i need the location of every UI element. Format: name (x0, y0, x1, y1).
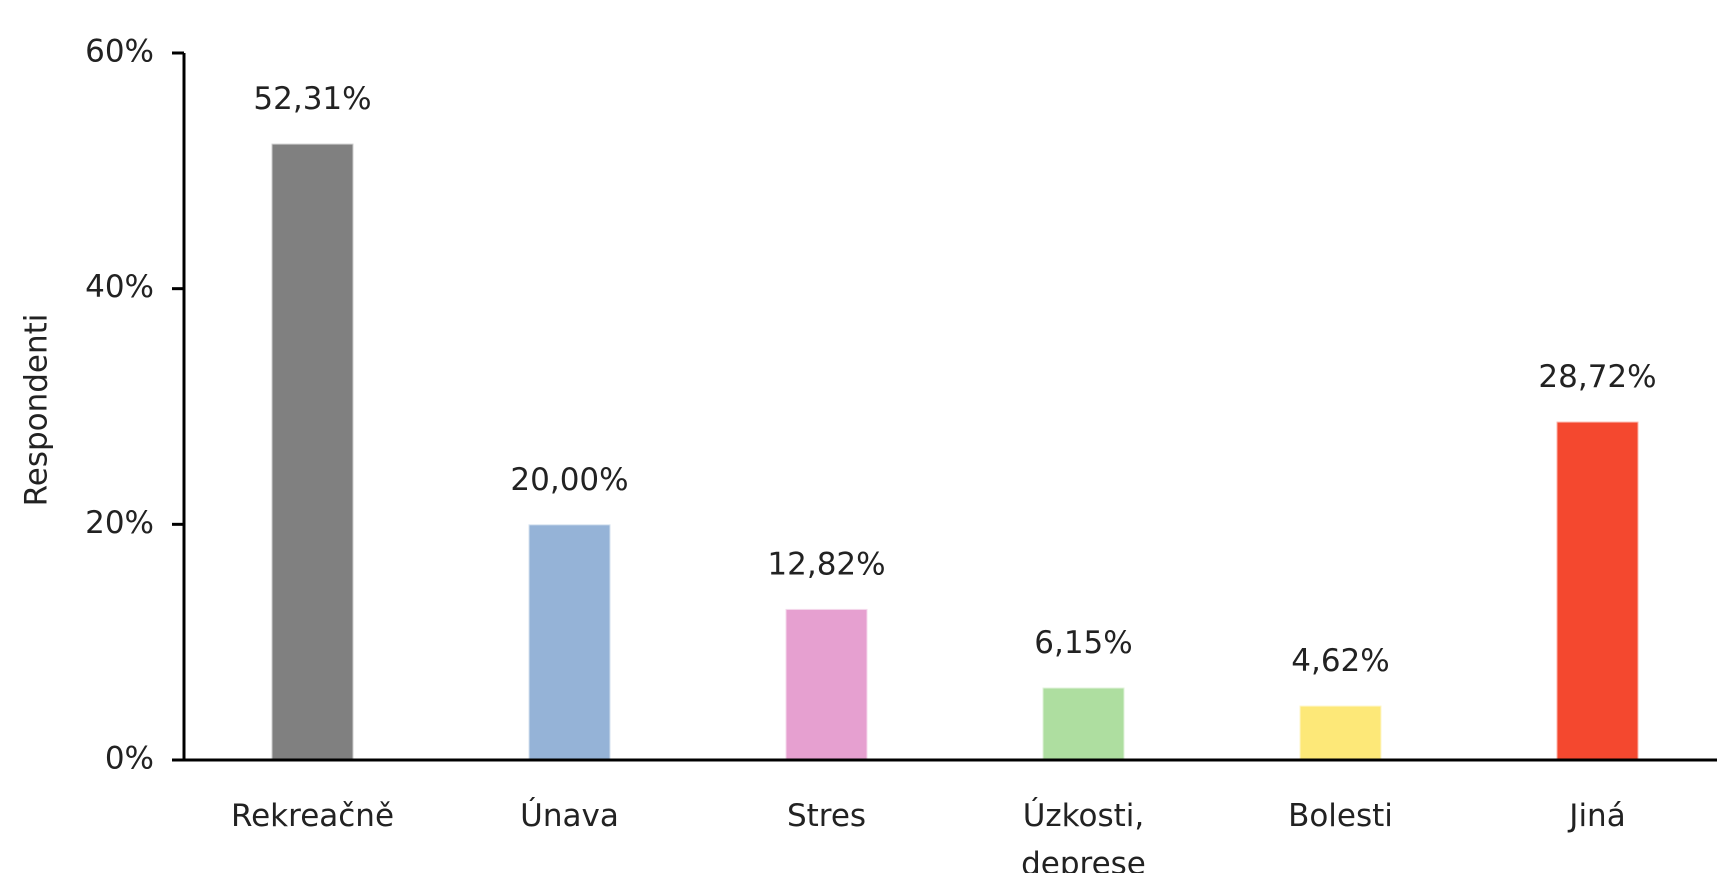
data-label: 12,82% (767, 546, 885, 582)
x-tick-label: Bolesti (1288, 798, 1393, 834)
bar (527, 523, 612, 761)
data-label: 6,15% (1034, 625, 1132, 661)
bar (1555, 420, 1640, 761)
y-tick-label: 0% (105, 741, 154, 777)
data-label: 20,00% (510, 462, 628, 498)
data-label: 52,31% (253, 81, 371, 117)
x-tick-label: Jiná (1569, 798, 1626, 834)
bar (1298, 704, 1383, 761)
data-label: 28,72% (1538, 359, 1656, 395)
bar (784, 607, 869, 762)
y-tick-label: 20% (85, 505, 154, 541)
x-tick-label: Úzkosti, deprese (1021, 798, 1146, 873)
x-tick-label: Rekreačně (230, 798, 395, 834)
y-axis-label: Respondenti (19, 314, 55, 507)
x-tick-label: Únava (520, 798, 619, 834)
x-tick-label: Stres (786, 798, 867, 834)
data-label: 4,62% (1291, 643, 1389, 679)
y-tick-label: 60% (85, 34, 154, 70)
bar (270, 142, 355, 761)
y-tick-label: 40% (85, 269, 154, 305)
bar (1041, 686, 1126, 761)
